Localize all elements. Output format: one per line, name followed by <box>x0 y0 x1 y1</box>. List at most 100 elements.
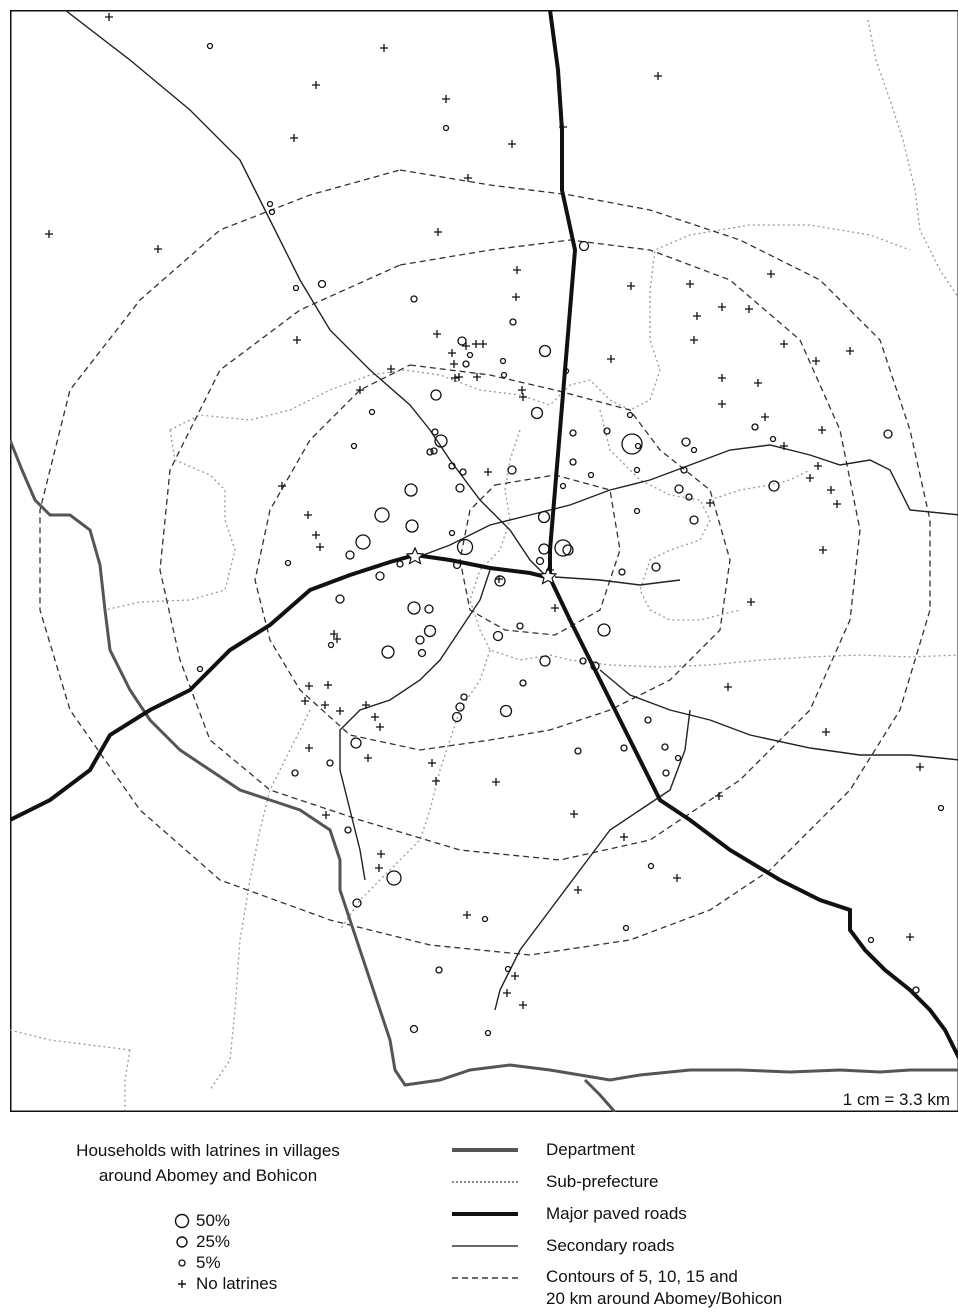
sub-prefecture-line-6 <box>709 469 811 501</box>
village-latrine-circle <box>396 560 404 568</box>
village-latrine-circle <box>448 462 456 470</box>
village-latrine-circle <box>507 465 517 475</box>
village-latrine-circle <box>430 447 438 455</box>
village-latrine-circle <box>335 594 345 604</box>
size-legend-label: 25% <box>196 1231 231 1251</box>
village-latrine-circle <box>466 351 474 359</box>
village-latrine-circle <box>559 482 567 490</box>
village-latrine-circle <box>539 655 551 667</box>
department-boundary <box>10 439 958 1112</box>
village-no-latrine-cross <box>513 266 521 274</box>
secondary-road-southeast <box>599 669 958 761</box>
line-legend-item: Department <box>450 1138 930 1170</box>
village-latrine-circle <box>626 411 634 419</box>
village-no-latrine-cross <box>312 531 320 539</box>
village-no-latrine-cross <box>290 134 298 142</box>
town-markers <box>405 546 558 585</box>
latrine-legend: Households with latrines in villages aro… <box>28 1138 388 1188</box>
sub-prefecture-line-7 <box>339 649 491 931</box>
village-no-latrine-cross <box>822 728 830 736</box>
village-latrine-circle <box>459 468 467 476</box>
village-no-latrine-cross <box>718 374 726 382</box>
village-no-latrine-cross <box>546 566 554 574</box>
village-no-latrine-cross <box>321 701 329 709</box>
village-latrine-circle <box>633 507 641 515</box>
line-legend-label: Secondary roads <box>546 1236 675 1255</box>
star-icon <box>405 546 425 565</box>
village-no-latrine-cross <box>455 373 463 381</box>
village-no-latrine-cross <box>806 474 814 482</box>
village-latrine-circle <box>284 559 292 567</box>
village-latrine-circle <box>620 744 628 752</box>
village-latrine-circle <box>662 769 670 777</box>
village-no-latrine-cross <box>479 340 487 348</box>
village-latrine-circle <box>462 360 470 368</box>
village-no-latrine-cross <box>305 682 313 690</box>
village-no-latrine-cross <box>724 683 732 691</box>
village-latrine-circle <box>499 704 513 718</box>
village-no-latrine-cross <box>495 575 503 583</box>
village-latrine-circle <box>867 936 875 944</box>
village-latrine-circle <box>769 435 777 443</box>
village-no-latrine-cross <box>380 44 388 52</box>
village-latrine-circle <box>674 754 682 762</box>
village-latrine-circle <box>410 295 418 303</box>
contour-20km <box>39 169 931 956</box>
village-latrine-circle <box>633 466 641 474</box>
village-latrine-circle <box>569 458 577 466</box>
village-latrine-circle <box>689 515 699 525</box>
village-no-latrine-cross <box>364 754 372 762</box>
secondary-road-nw <box>64 10 551 581</box>
village-no-latrine-cross <box>627 282 635 290</box>
village-no-latrine-cross <box>105 13 113 21</box>
map-frame: 1 cm = 3.3 km <box>10 10 958 1112</box>
village-latrine-circle <box>644 716 652 724</box>
size-legend-label: 5% <box>196 1252 221 1272</box>
village-no-latrine-cross <box>607 355 615 363</box>
village-latrine-circle <box>597 623 611 637</box>
village-no-latrine-cross <box>434 228 442 236</box>
size-legend-item: No latrines <box>172 1273 277 1294</box>
line-legend-label: Department <box>546 1140 635 1159</box>
department-line-south <box>583 1078 617 1112</box>
village-latrine-circle <box>618 568 626 576</box>
village-latrine-circle <box>578 240 590 252</box>
village-no-latrine-cross <box>376 723 384 731</box>
village-latrine-circle <box>634 442 642 450</box>
village-no-latrine-cross <box>745 305 753 313</box>
village-no-latrine-cross <box>464 174 472 182</box>
village-no-latrine-cross <box>812 357 820 365</box>
village-latrine-circle <box>344 826 352 834</box>
village-no-latrine-cross <box>442 95 450 103</box>
size-legend-label: 50% <box>196 1210 231 1230</box>
line-legend-item: Sub-prefecture <box>450 1170 930 1202</box>
village-latrine-circle <box>509 318 517 326</box>
village-no-latrine-cross <box>330 630 338 638</box>
village-no-latrine-cross <box>519 393 527 401</box>
village-no-latrine-cross <box>450 360 458 368</box>
village-latrine-circle <box>451 711 463 723</box>
village-latrine-circle <box>291 769 299 777</box>
village-no-latrine-cross <box>512 293 520 301</box>
village-no-latrine-cross <box>686 280 694 288</box>
sub-prefecture-line-10 <box>10 1029 131 1051</box>
village-latrine-circle <box>417 648 427 658</box>
village-no-latrine-cross <box>492 778 500 786</box>
village-latrine-circle <box>431 428 439 436</box>
village-no-latrine-cross <box>833 500 841 508</box>
village-latrine-circle <box>484 1029 492 1037</box>
village-no-latrine-cross <box>654 72 662 80</box>
line-legend: Department Sub-prefecture Major paved ro… <box>450 1138 930 1310</box>
village-circles <box>196 42 945 1037</box>
village-latrine-circle <box>579 657 587 665</box>
sub-prefecture-line-1 <box>867 19 958 299</box>
village-no-latrine-cross <box>780 340 788 348</box>
village-no-latrine-cross <box>814 462 822 470</box>
village-latrine-circle <box>374 507 390 523</box>
village-latrine-circle <box>448 529 456 537</box>
village-latrine-circle <box>768 480 780 492</box>
village-latrine-circle <box>350 737 362 749</box>
village-latrine-circle <box>603 427 611 435</box>
village-latrine-circle <box>460 693 468 701</box>
village-latrine-circle <box>350 442 358 450</box>
